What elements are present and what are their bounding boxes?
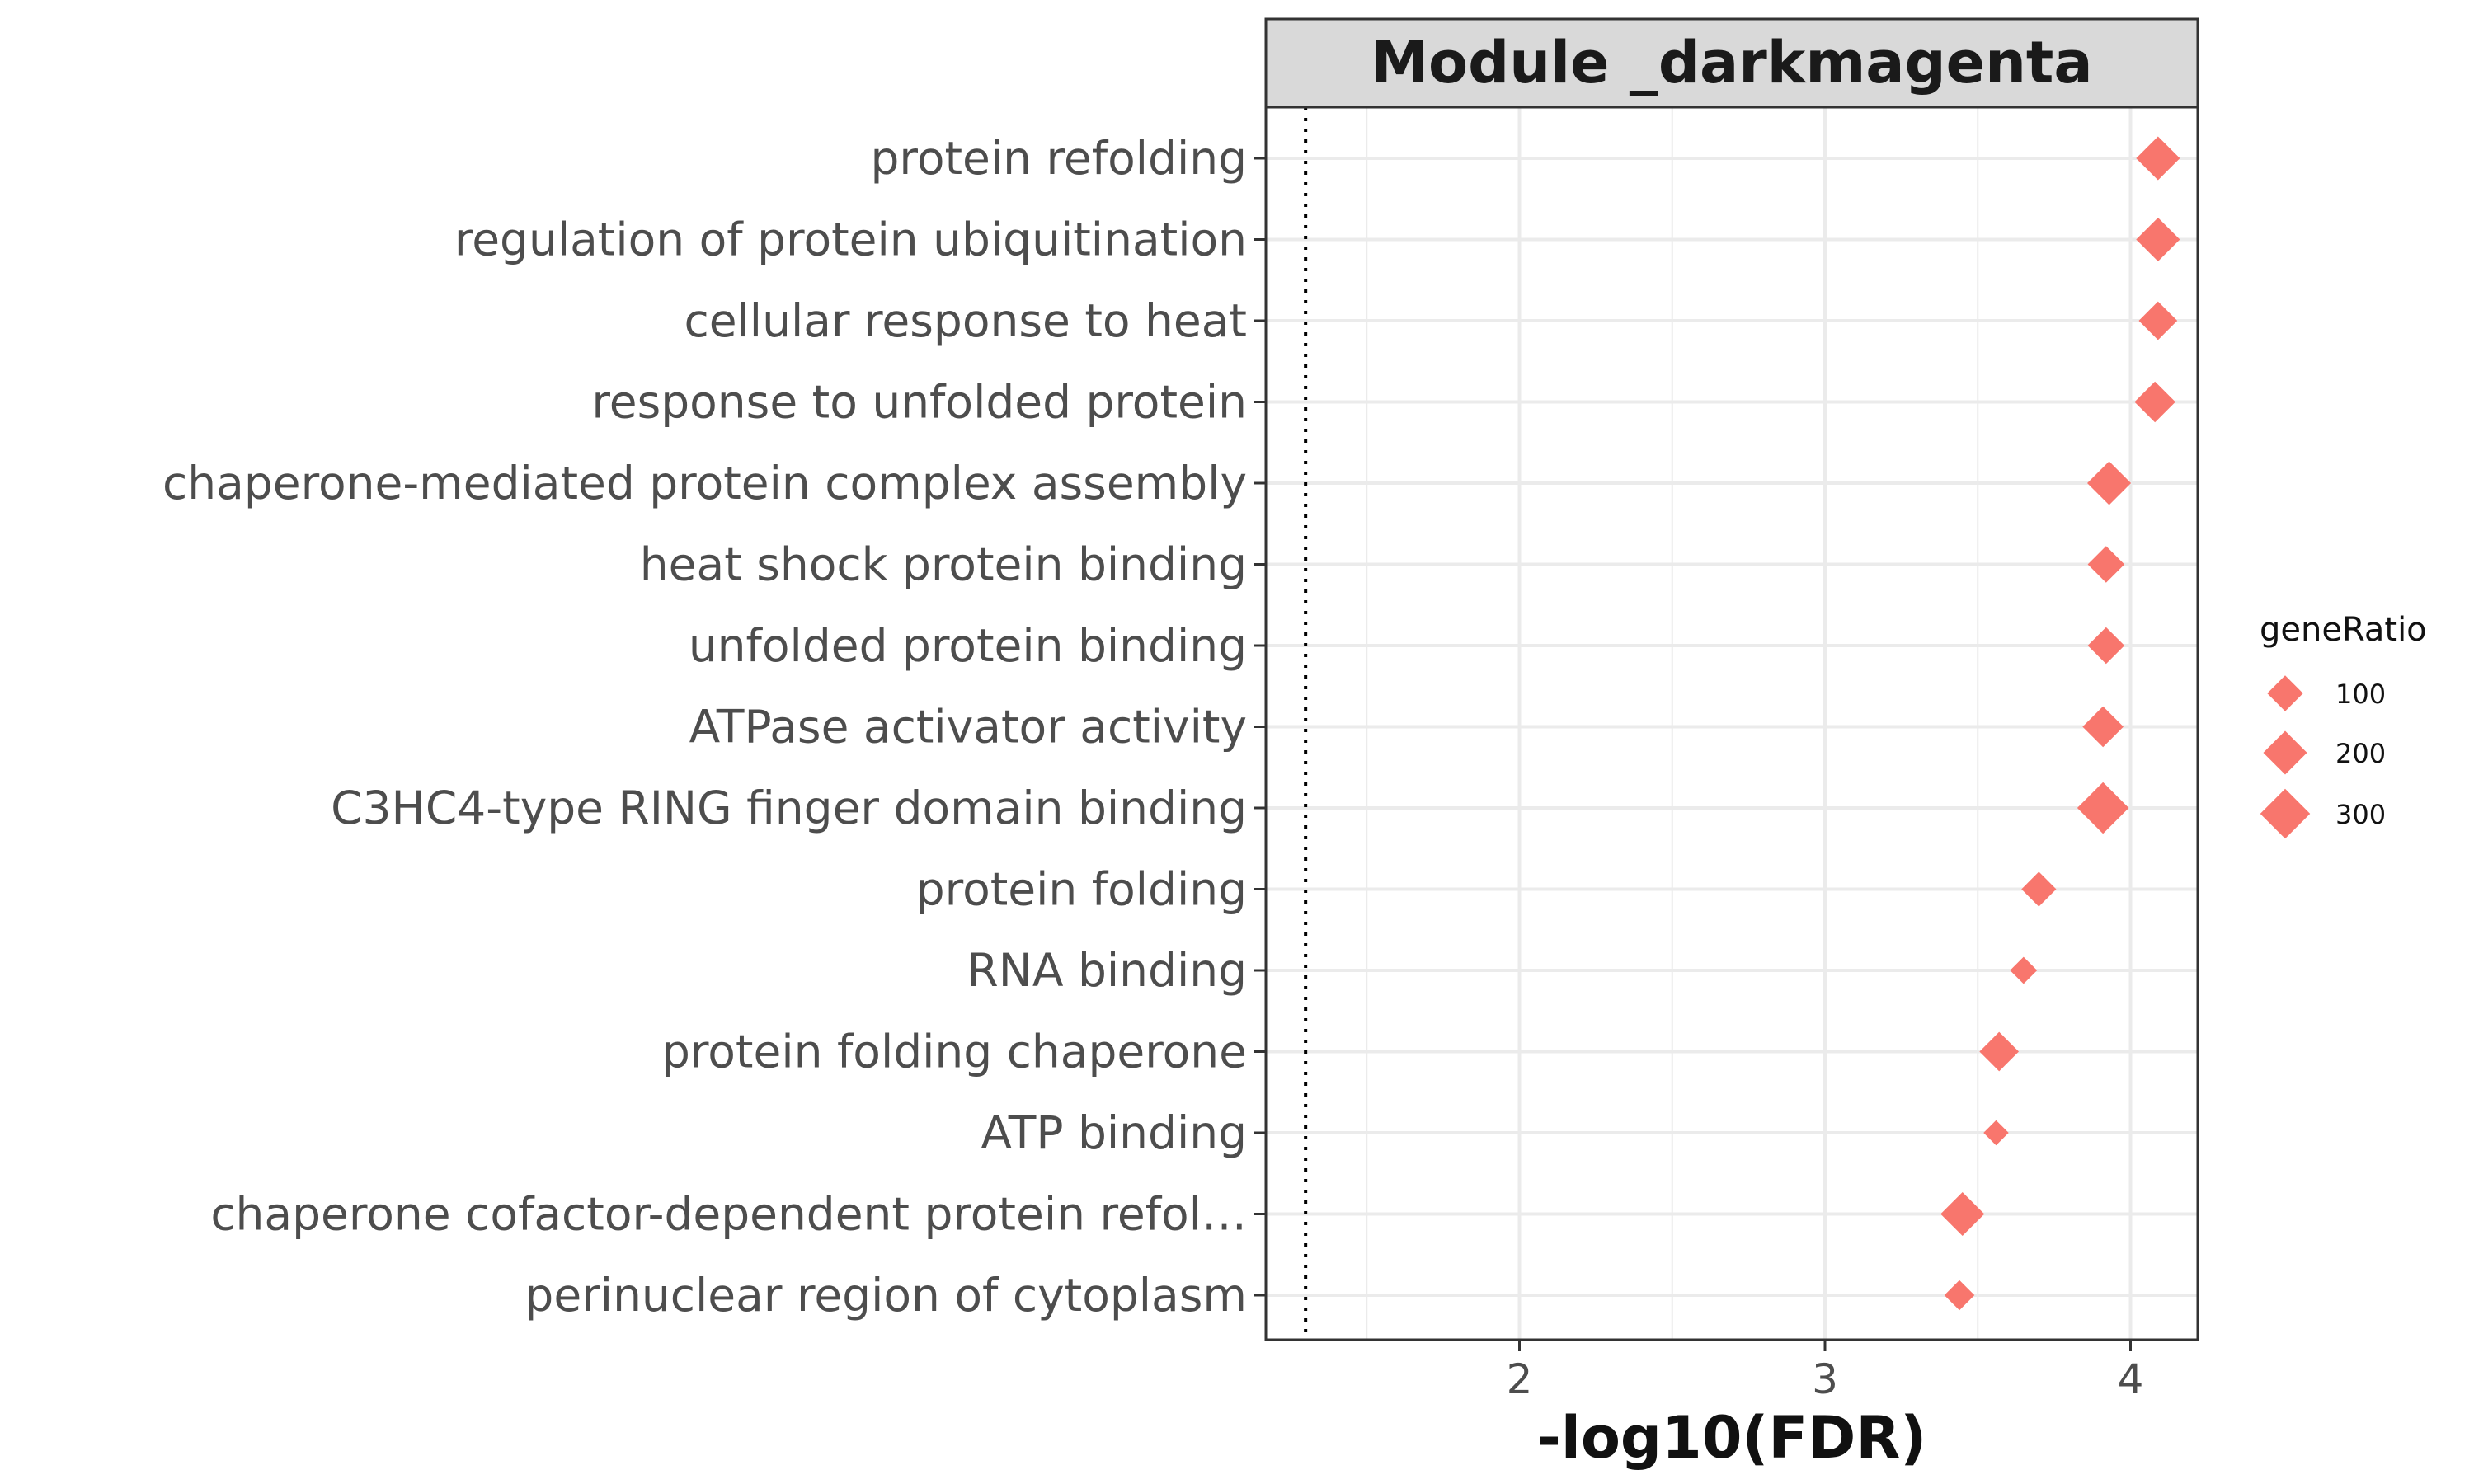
data-point	[2087, 461, 2132, 505]
data-point	[1979, 1031, 2020, 1072]
y-tick-label: ATPase activator activity	[689, 701, 1247, 754]
legend-title: geneRatio	[2260, 611, 2427, 649]
y-tick-label: protein folding chaperone	[661, 1026, 1247, 1078]
strip-title: Module _darkmagenta	[1371, 29, 2092, 96]
legend: geneRatio 100 200 300	[2260, 611, 2427, 839]
y-tick-label: protein folding	[916, 863, 1247, 916]
legend-label: 100	[2335, 679, 2386, 710]
legend-keys: 100 200 300	[2260, 675, 2386, 839]
data-point	[1983, 1120, 2009, 1146]
data-point	[2138, 301, 2178, 340]
x-tick-label: 3	[1812, 1355, 1838, 1403]
y-tick-label: heat shock protein binding	[640, 538, 1247, 591]
legend-key	[2263, 730, 2307, 775]
y-tick-label: chaperone cofactor-dependent protein ref…	[210, 1188, 1247, 1241]
x-axis-title: -log10(FDR)	[1537, 1404, 1926, 1472]
x-axis: 2 3 4	[1507, 1340, 2144, 1403]
legend-label: 300	[2335, 799, 2386, 830]
data-points	[1940, 136, 2180, 1311]
data-point	[1944, 1280, 1975, 1311]
data-point	[2077, 782, 2129, 834]
y-tick-label: RNA binding	[967, 944, 1247, 997]
grid	[1266, 107, 2198, 1340]
data-point	[2087, 627, 2125, 665]
y-tick-label: chaperone-mediated protein complex assem…	[162, 457, 1247, 510]
y-tick-label: regulation of protein ubiquitination	[454, 214, 1247, 266]
data-point	[2134, 381, 2175, 423]
strip-header	[1264, 17, 2199, 109]
data-point	[2087, 546, 2125, 583]
data-point	[2021, 871, 2057, 907]
plot-background	[1266, 107, 2198, 1340]
legend-label: 200	[2335, 738, 2386, 769]
y-tick-label: ATP binding	[981, 1106, 1247, 1159]
y-tick-label: cellular response to heat	[684, 294, 1247, 347]
data-point	[2136, 136, 2180, 181]
y-tick-label: response to unfolded protein	[591, 376, 1247, 429]
y-axis: protein refolding regulation of protein u…	[162, 132, 1266, 1322]
y-tick-label: unfolded protein binding	[689, 619, 1247, 672]
data-point	[1940, 1191, 1985, 1237]
y-tick-label: perinuclear region of cytoplasm	[524, 1269, 1247, 1322]
x-tick-label: 2	[1507, 1355, 1533, 1403]
data-point	[2010, 956, 2038, 984]
y-tick-label: protein refolding	[871, 132, 1248, 185]
x-tick-label: 4	[2118, 1355, 2144, 1403]
legend-key	[2260, 788, 2311, 839]
data-point	[2082, 706, 2124, 748]
y-tick-label: C3HC4-type RING finger domain binding	[331, 782, 1247, 834]
data-point	[2136, 217, 2180, 262]
legend-key	[2267, 675, 2303, 711]
